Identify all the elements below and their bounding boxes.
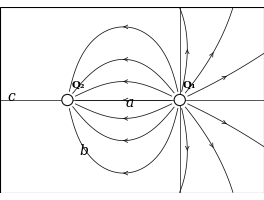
FancyArrowPatch shape — [124, 58, 128, 61]
FancyArrowPatch shape — [186, 50, 189, 54]
Text: Q₂: Q₂ — [71, 81, 85, 90]
FancyArrowPatch shape — [186, 146, 189, 150]
FancyArrowPatch shape — [124, 139, 128, 142]
Text: b: b — [80, 144, 89, 158]
FancyArrowPatch shape — [124, 98, 128, 102]
FancyArrowPatch shape — [124, 80, 128, 83]
Text: a: a — [125, 96, 133, 110]
FancyArrowPatch shape — [124, 171, 128, 175]
Circle shape — [62, 94, 73, 106]
FancyArrowPatch shape — [210, 143, 213, 147]
FancyArrowPatch shape — [124, 25, 128, 29]
FancyArrowPatch shape — [222, 76, 227, 80]
Text: c: c — [7, 90, 15, 104]
FancyArrowPatch shape — [124, 117, 128, 120]
Text: Q₁: Q₁ — [182, 81, 196, 90]
FancyArrowPatch shape — [222, 120, 227, 124]
FancyArrowPatch shape — [210, 53, 213, 57]
Circle shape — [174, 94, 185, 106]
